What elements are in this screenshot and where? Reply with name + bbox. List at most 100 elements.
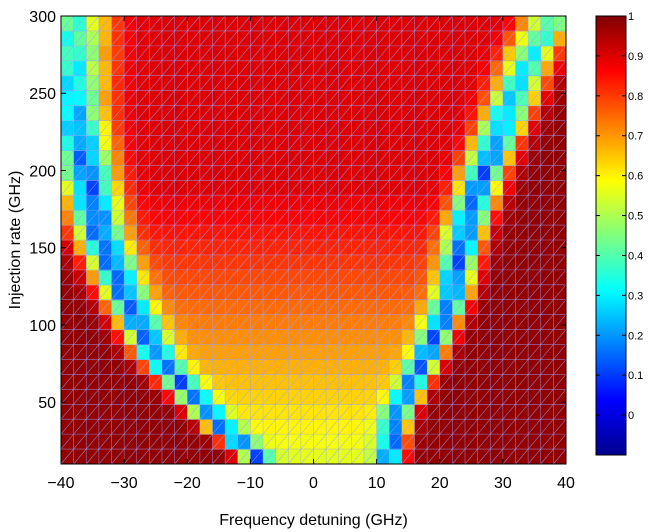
heatmap-cell: [515, 75, 529, 92]
heatmap-cell: [199, 16, 214, 32]
heatmap-cell: [199, 434, 214, 450]
heatmap-cell: [136, 180, 150, 196]
heatmap-cell: [515, 165, 529, 181]
mesh-line: [426, 135, 440, 151]
mesh-line: [401, 209, 415, 226]
mesh-line: [414, 30, 428, 47]
heatmap-cell: [465, 254, 479, 271]
mesh-line: [553, 30, 567, 47]
mesh-line: [401, 374, 415, 390]
mesh-line: [477, 329, 491, 345]
heatmap-cell: [149, 75, 163, 92]
mesh-line: [426, 448, 440, 465]
heatmap-cell: [515, 60, 529, 77]
colorbar: 00.10.20.30.40.50.60.70.80.91: [595, 11, 643, 456]
mesh-line: [212, 60, 226, 76]
mesh-line: [401, 314, 415, 330]
heatmap-cell: [338, 60, 352, 77]
heatmap-cell: [250, 150, 264, 166]
mesh-line: [313, 195, 327, 211]
mesh-line: [540, 105, 554, 121]
heatmap-cell: [162, 389, 176, 405]
heatmap-cell: [73, 389, 87, 405]
colorbar-tick-label: 1: [628, 11, 634, 23]
mesh-line: [111, 314, 125, 330]
mesh-line: [515, 239, 529, 256]
mesh-line: [98, 15, 112, 32]
mesh-line: [262, 45, 276, 61]
mesh-line: [149, 224, 163, 241]
mesh-line: [527, 284, 541, 300]
mesh-line: [111, 269, 125, 285]
heatmap-cell: [136, 225, 150, 241]
heatmap-cell: [427, 45, 441, 62]
mesh-line: [540, 15, 554, 32]
heatmap-cell: [187, 284, 201, 301]
heatmap-cell: [389, 90, 403, 107]
mesh-line: [98, 135, 112, 151]
heatmap-cell: [263, 90, 277, 107]
mesh-line: [351, 269, 365, 285]
mesh-line: [250, 90, 264, 106]
mesh-line: [136, 389, 150, 405]
heatmap-cell: [73, 449, 87, 465]
mesh-line: [300, 359, 314, 375]
heatmap-cell: [414, 210, 428, 226]
heatmap-cell: [401, 75, 416, 92]
heatmap-cell: [502, 404, 517, 420]
mesh-line: [237, 374, 251, 390]
heatmap-cell: [351, 254, 365, 271]
mesh-line: [111, 165, 125, 181]
mesh-line: [464, 75, 478, 91]
heatmap-cell: [364, 284, 378, 301]
mesh-line: [237, 329, 251, 345]
heatmap-cell: [515, 389, 529, 405]
heatmap-cell: [288, 45, 302, 62]
heatmap-cell: [187, 254, 201, 271]
mesh-line: [452, 165, 466, 181]
mesh-line: [401, 269, 415, 285]
mesh-line: [439, 165, 453, 181]
mesh-line: [86, 180, 100, 196]
heatmap-cell: [540, 434, 554, 450]
heatmap-cell: [73, 135, 87, 151]
mesh-line: [313, 239, 327, 256]
heatmap-cell: [288, 210, 302, 226]
x-axis-ticks: −40 −30 −20 −10 0 10 20 30 40: [47, 16, 575, 492]
mesh-line: [439, 180, 453, 196]
heatmap-cell: [477, 299, 491, 316]
mesh-line: [123, 299, 137, 315]
heatmap-cell: [389, 240, 403, 256]
heatmap-cell: [528, 419, 542, 435]
mesh-line: [86, 90, 100, 106]
heatmap-cell: [465, 434, 479, 450]
heatmap-cell: [187, 135, 201, 151]
colorbar-tick-label: 0.3: [628, 290, 643, 302]
mesh-line: [98, 150, 112, 166]
mesh-line: [237, 135, 251, 151]
mesh-line: [414, 195, 428, 211]
mesh-line: [414, 165, 428, 181]
heatmap-cell: [313, 344, 327, 360]
mesh-line: [313, 314, 327, 330]
mesh-line: [540, 209, 554, 226]
heatmap-cell: [528, 374, 542, 390]
mesh-line: [477, 359, 491, 375]
mesh-line: [389, 90, 403, 106]
mesh-line: [161, 389, 175, 405]
heatmap-cell: [149, 150, 163, 166]
mesh-line: [490, 448, 504, 465]
mesh-line: [363, 150, 377, 166]
heatmap-cell: [300, 90, 315, 107]
x-tick-label: 30: [494, 475, 512, 492]
heatmap-cell: [288, 404, 302, 420]
mesh-line: [237, 30, 251, 47]
heatmap-cell: [439, 374, 453, 390]
heatmap-cell: [300, 389, 315, 405]
mesh-line: [363, 344, 377, 360]
heatmap-cell: [528, 195, 542, 211]
heatmap-cell: [136, 449, 150, 465]
mesh-line: [376, 404, 390, 420]
heatmap-cell: [389, 344, 403, 360]
heatmap-cell: [553, 314, 567, 331]
